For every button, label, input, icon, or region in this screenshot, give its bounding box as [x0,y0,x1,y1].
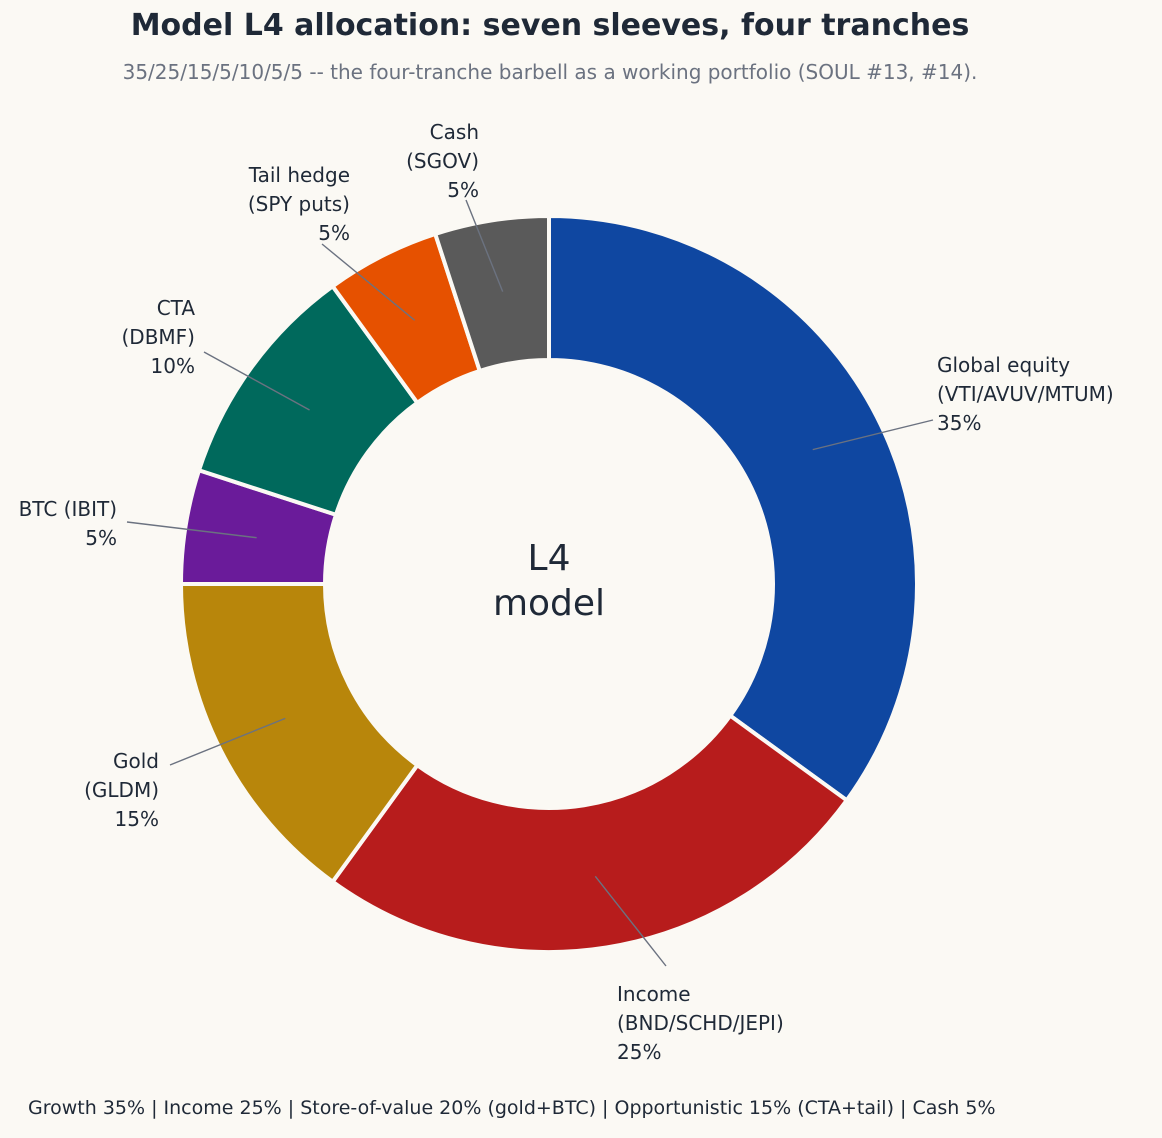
slice-income [330,713,849,954]
slice-cash [433,214,551,373]
slice-label-tail-hedge: Tail hedge (SPY puts) 5% [248,163,350,245]
tranche-summary-footer: Growth 35% | Income 25% | Store-of-value… [28,1097,996,1119]
leader-line-cta [203,351,310,411]
center-label: L4 model [493,538,605,624]
chart-subtitle: 35/25/15/5/10/5/5 -- the four-tranche ba… [122,60,978,84]
leader-line-cash [465,199,504,292]
slice-global-equity [547,214,919,803]
leader-line-btc-ibit [126,521,257,539]
slice-gold [179,582,420,884]
leader-line-income [594,875,667,967]
leader-line-gold [169,717,286,766]
leader-line-global-equity [812,419,934,451]
leader-line-tail-hedge [321,243,416,321]
slice-label-cash: Cash (SGOV) 5% [406,120,479,202]
slice-label-income: Income (BND/SCHD/JEPI) 25% [617,982,784,1064]
slice-label-gold: Gold (GLDM) 15% [84,749,159,831]
slice-label-btc-ibit: BTC (IBIT) 5% [19,497,117,550]
slice-label-cta: CTA (DBMF) 10% [122,296,196,378]
chart-title: Model L4 allocation: seven sleeves, four… [130,8,970,43]
slice-label-global-equity: Global equity (VTI/AVUV/MTUM) 35% [937,353,1114,435]
